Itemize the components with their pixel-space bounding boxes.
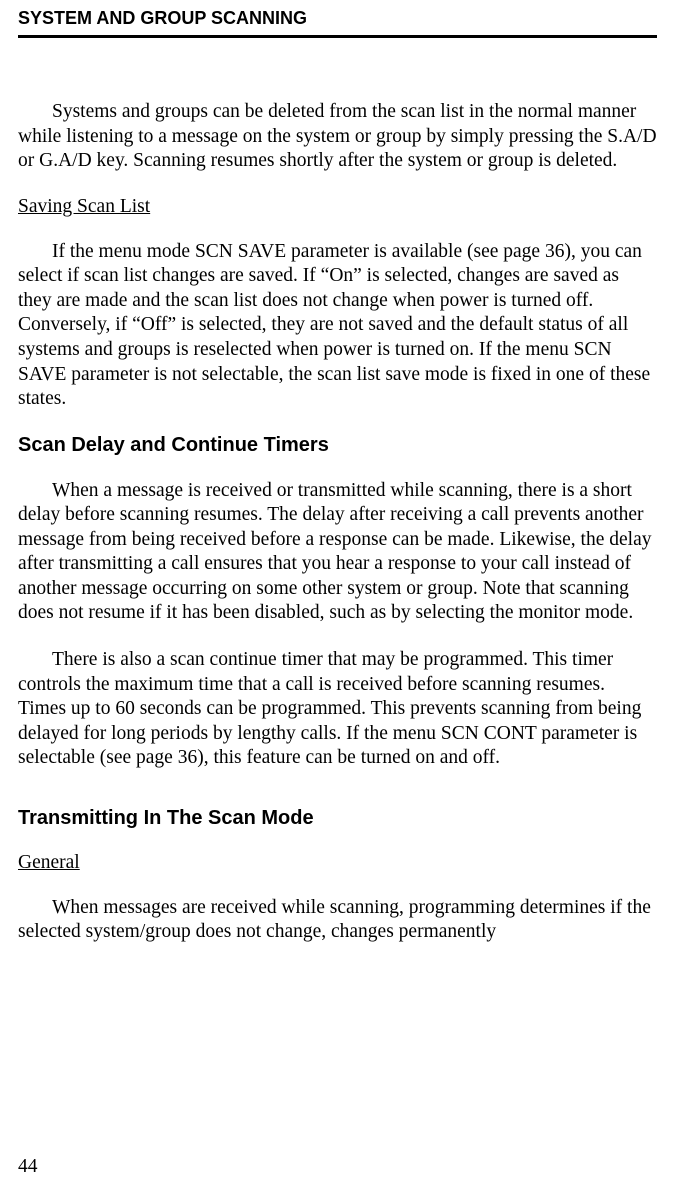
scan-delay-paragraph-1: When a message is received or transmitte… — [18, 479, 657, 626]
page-header-title: SYSTEM AND GROUP SCANNING — [18, 8, 307, 28]
transmitting-heading: Transmitting In The Scan Mode — [18, 807, 657, 830]
intro-paragraph: Systems and groups can be deleted from t… — [18, 100, 657, 174]
general-paragraph: When messages are received while scannin… — [18, 896, 657, 945]
saving-scan-list-heading: Saving Scan List — [18, 196, 657, 218]
page-header: SYSTEM AND GROUP SCANNING — [18, 0, 657, 38]
page-number: 44 — [18, 1156, 38, 1178]
scan-delay-heading: Scan Delay and Continue Timers — [18, 434, 657, 457]
general-heading: General — [18, 852, 657, 874]
saving-scan-list-paragraph: If the menu mode SCN SAVE parameter is a… — [18, 240, 657, 412]
scan-delay-paragraph-2: There is also a scan continue timer that… — [18, 648, 657, 771]
